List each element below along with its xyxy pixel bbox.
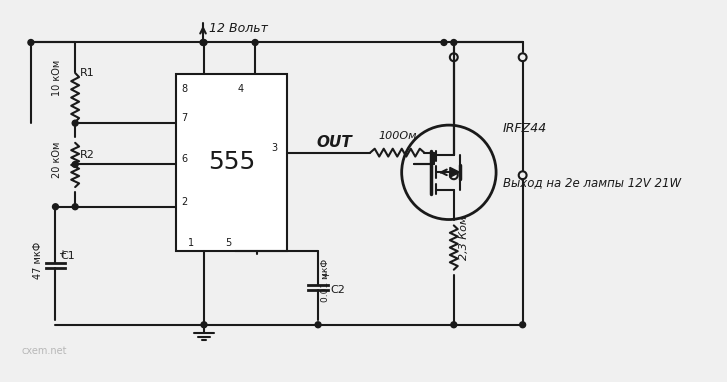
Text: R2: R2 (80, 150, 95, 160)
Circle shape (72, 120, 78, 126)
Text: Выход на 2е лампы 12V 21W: Выход на 2е лампы 12V 21W (503, 176, 681, 189)
Text: C1: C1 (60, 251, 75, 261)
Text: 47 мкФ: 47 мкФ (33, 242, 43, 280)
Text: 1: 1 (188, 238, 194, 248)
Bar (177, 74, 286, 251)
Text: 12 Вольт: 12 Вольт (209, 22, 268, 35)
Text: cxem.net: cxem.net (21, 346, 67, 356)
Circle shape (200, 40, 206, 45)
Text: C2: C2 (330, 285, 345, 295)
Circle shape (201, 322, 207, 328)
Text: +: + (321, 272, 329, 282)
Circle shape (520, 322, 526, 328)
Text: 2,3 Ком: 2,3 Ком (459, 215, 469, 260)
Circle shape (52, 204, 58, 210)
Circle shape (72, 162, 78, 167)
Text: 5: 5 (225, 238, 232, 248)
Text: 4: 4 (238, 84, 244, 94)
Text: 0.01 мкФ: 0.01 мкФ (321, 259, 330, 302)
Text: 10 кОм: 10 кОм (52, 60, 63, 96)
Circle shape (451, 322, 457, 328)
Text: 3: 3 (271, 142, 277, 153)
Text: +: + (58, 249, 66, 259)
Text: R1: R1 (80, 68, 95, 78)
Text: 6: 6 (181, 154, 188, 165)
Text: 100Ом: 100Ом (378, 131, 417, 141)
Text: 7: 7 (181, 113, 188, 123)
Polygon shape (450, 167, 459, 177)
Text: 555: 555 (208, 151, 255, 175)
Text: 20 кОм: 20 кОм (52, 142, 63, 178)
Circle shape (451, 40, 457, 45)
Circle shape (441, 40, 447, 45)
Text: OUT: OUT (316, 135, 352, 150)
Circle shape (28, 40, 34, 45)
Text: 8: 8 (181, 84, 188, 94)
Circle shape (72, 204, 78, 210)
Text: 2: 2 (181, 197, 188, 207)
Circle shape (201, 40, 207, 45)
Text: IRFZ44: IRFZ44 (503, 121, 547, 134)
Circle shape (315, 322, 321, 328)
Circle shape (252, 40, 258, 45)
